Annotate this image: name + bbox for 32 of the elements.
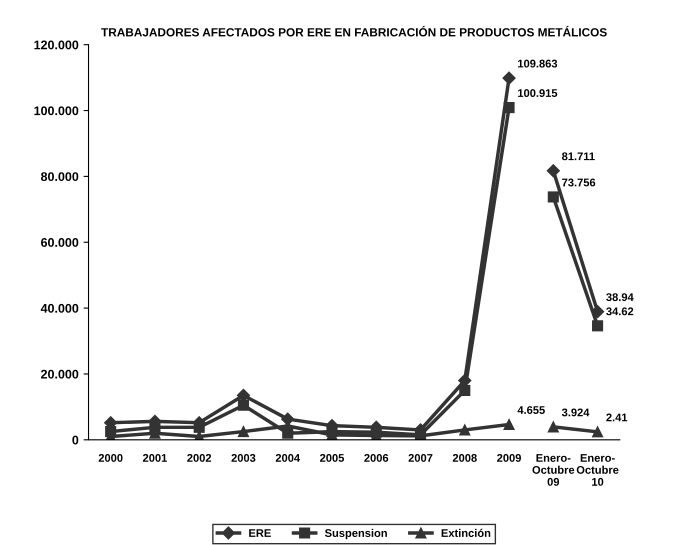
data-label: 73.756 [562, 178, 596, 186]
y-tick-label: 80.000 [40, 172, 78, 182]
y-tick-label: 60.000 [41, 238, 78, 247]
x-tick-label: 2003 [231, 454, 256, 462]
x-tick-label: 2009 [497, 454, 521, 462]
data-label: 34.62 [606, 307, 634, 316]
y-tick-label: 120.000 [34, 40, 78, 50]
y-tick-label: 20.000 [41, 370, 78, 379]
y-tick-label: 0 [72, 436, 78, 444]
legend-label: Extinción [442, 528, 490, 537]
data-label: 2.41 [606, 413, 628, 422]
data-label: 38.94 [606, 293, 634, 302]
x-tick-label: 2005 [320, 454, 344, 462]
x-tick-label: Enero- Octubre 09 [532, 454, 574, 486]
x-tick-label: 2002 [187, 454, 212, 462]
chart-title: TRABAJADORES AFECTADOS POR ERE EN FABRICACIÓN DE PRODUCTOS METÁLICOS [101, 26, 607, 36]
y-tick-label: 100.000 [34, 106, 78, 116]
data-label: 4.655 [518, 406, 545, 414]
x-tick-label: 2004 [276, 454, 300, 462]
legend-label: Suspension [324, 528, 387, 540]
legend-label: ERE [249, 529, 271, 537]
data-label: 3.924 [562, 408, 590, 416]
x-tick-label: 2008 [452, 454, 477, 462]
x-tick-label: 2006 [364, 454, 388, 462]
data-label: 81.711 [562, 152, 595, 160]
data-label: 109.863 [518, 60, 558, 68]
y-tick-label: 40.000 [40, 304, 78, 313]
x-tick-label: 2007 [408, 454, 432, 462]
x-tick-label: 2000 [98, 454, 123, 462]
x-tick-label: Enero- Octubre 10 [576, 454, 618, 486]
x-tick-label: 2001 [142, 454, 167, 462]
data-label: 100.915 [518, 89, 558, 97]
